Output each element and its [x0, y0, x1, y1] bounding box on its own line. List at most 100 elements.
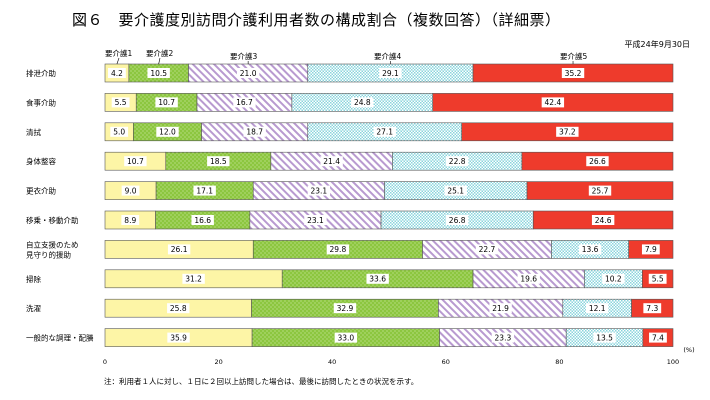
value-label-bg — [648, 273, 667, 284]
category-label-line: 掃除 — [26, 274, 41, 284]
value-label: 25.8 — [170, 304, 187, 313]
value-label-bg — [491, 332, 515, 343]
value-label: 26.6 — [589, 157, 606, 166]
value-label: 10.7 — [127, 157, 144, 166]
value-label: 18.7 — [246, 128, 263, 137]
value-label: 16.7 — [236, 98, 253, 107]
value-label-bg — [304, 215, 327, 225]
category-label: 排泄介助 — [26, 68, 56, 78]
value-label: 29.8 — [330, 245, 347, 254]
category-label: 清拭 — [26, 127, 41, 137]
value-label: 21.0 — [240, 69, 257, 78]
category-label-line: 食事介助 — [26, 97, 56, 107]
category-label: 自立支援のため見守り的援助 — [26, 239, 79, 259]
value-label-bg — [351, 97, 374, 108]
value-label: 8.9 — [124, 216, 136, 225]
legend-entry: 要介護5 — [560, 51, 587, 61]
category-label-line: 一般的な調理・配膳 — [26, 333, 94, 343]
value-label: 21.9 — [492, 304, 509, 313]
value-label-bg — [602, 273, 625, 284]
value-label-bg — [561, 68, 585, 78]
x-tick-label: 0 — [103, 358, 107, 366]
value-label: 13.6 — [582, 245, 599, 254]
category-label-line: 身体整容 — [26, 156, 56, 166]
value-label-bg — [191, 215, 214, 225]
category-label: 洗濯 — [26, 303, 41, 313]
value-label-bg — [307, 185, 331, 196]
value-label: 12.1 — [589, 304, 606, 313]
value-label: 10.5 — [150, 69, 167, 78]
value-label-bg — [108, 68, 126, 78]
value-label-bg — [445, 156, 469, 167]
value-label-bg — [326, 244, 350, 255]
category-label: 一般的な調理・配膳 — [26, 333, 94, 343]
value-label-bg — [379, 68, 402, 78]
value-label: 5.5 — [652, 275, 664, 284]
value-label: 26.8 — [449, 216, 466, 225]
value-label-bg — [366, 273, 389, 284]
value-label-bg — [167, 244, 191, 255]
value-label: 33.0 — [337, 333, 354, 342]
category-label: 更衣介助 — [26, 186, 56, 196]
legend-entry: 要介護3 — [230, 51, 257, 61]
value-label: 22.7 — [479, 245, 496, 254]
value-label: 33.6 — [369, 275, 386, 284]
category-label-line: 洗濯 — [26, 303, 41, 313]
value-label-bg — [556, 126, 579, 137]
value-label: 25.1 — [447, 186, 464, 195]
value-label-bg — [167, 332, 190, 343]
value-label-bg — [333, 303, 357, 314]
category-label-line: 清拭 — [26, 127, 41, 137]
value-label: 42.4 — [545, 98, 562, 107]
value-label: 19.6 — [520, 275, 537, 284]
value-label-bg — [517, 273, 540, 284]
value-label-bg — [207, 156, 230, 167]
value-label-bg — [585, 303, 609, 314]
category-label: 掃除 — [26, 274, 41, 284]
x-tick-label: 20 — [214, 358, 222, 366]
value-label: 18.5 — [210, 157, 227, 166]
value-label-bg — [243, 126, 266, 137]
x-axis-unit: (%) — [683, 346, 694, 354]
legend-entry: 要介護4 — [374, 51, 401, 61]
x-tick-label: 100 — [667, 358, 679, 366]
value-label-bg — [643, 303, 662, 314]
bar-row: 一般的な調理・配膳 35.9 33.0 23.3 13.5 7.4 — [26, 328, 674, 347]
legend-entry: 要介護1 — [105, 48, 132, 58]
value-label: 35.2 — [565, 69, 582, 78]
bar-row: 移乗・移動介助 8.9 16.6 23.1 26.8 24.6 — [26, 210, 674, 230]
value-label-bg — [167, 303, 190, 314]
category-label: 移乗・移動介助 — [26, 215, 79, 225]
value-label-bg — [586, 156, 609, 167]
value-label-bg — [373, 126, 396, 137]
legend-entry: 要介護2 — [146, 48, 173, 58]
value-label-bg — [124, 156, 147, 167]
bar-row: 自立支援のため見守り的援助 26.1 29.8 22.7 13.6 7.9 — [26, 239, 674, 259]
category-label-line: 更衣介助 — [26, 186, 56, 196]
value-label: 10.7 — [158, 98, 175, 107]
value-label: 12.0 — [159, 128, 176, 137]
value-label: 29.1 — [382, 69, 399, 78]
value-label-bg — [475, 244, 499, 255]
legend: 要介護1 要介護2 要介護3 要介護4 要介護5 — [105, 48, 587, 65]
value-label-bg — [588, 185, 612, 196]
value-label-bg — [541, 97, 565, 108]
value-label-bg — [591, 215, 615, 225]
bar-row: 洗濯 25.8 32.9 21.9 12.1 7.3 — [26, 298, 674, 318]
value-label-bg — [110, 126, 129, 137]
category-label-line: 見守り的援助 — [26, 249, 71, 259]
value-label: 26.1 — [171, 245, 188, 254]
legend-leader-line — [116, 57, 120, 65]
value-label-bg — [489, 303, 512, 314]
category-label: 食事介助 — [26, 97, 56, 107]
value-label: 4.2 — [111, 69, 123, 78]
value-label-bg — [156, 126, 179, 137]
value-label: 25.7 — [592, 186, 609, 195]
footnote: 注：利用者１人に対し、１日に２回以上訪問した場合は、最後に訪問したときの状況を示… — [104, 377, 419, 386]
value-label: 35.9 — [170, 333, 187, 342]
value-label-bg — [236, 68, 260, 78]
value-label-bg — [147, 68, 170, 78]
value-label: 22.8 — [449, 157, 466, 166]
bar-row: 掃除 31.2 33.6 19.6 10.2 5.5 — [26, 269, 674, 289]
